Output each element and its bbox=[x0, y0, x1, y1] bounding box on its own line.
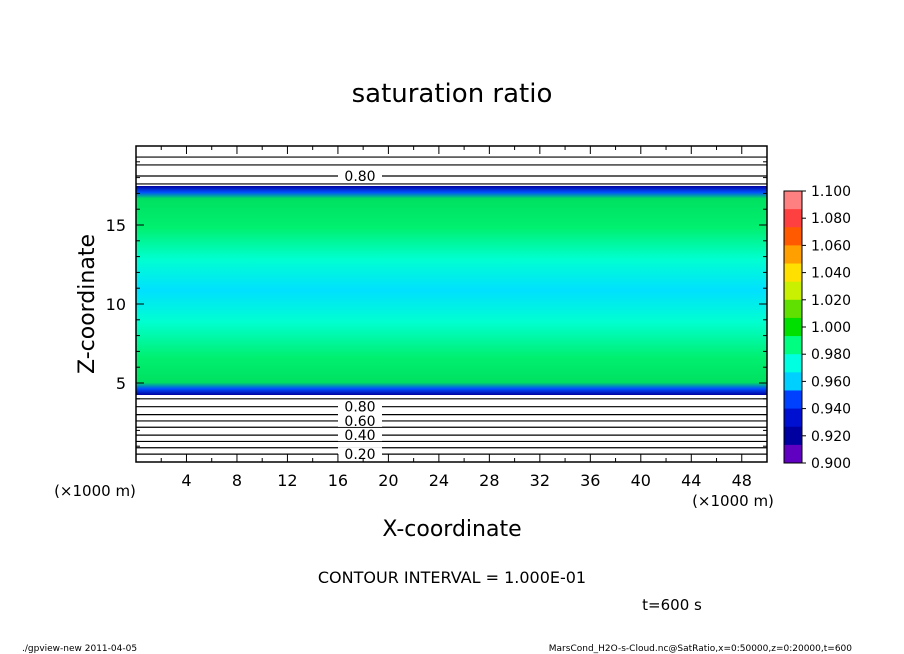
x-tick-label: 36 bbox=[580, 471, 600, 490]
colorbar-label: 1.040 bbox=[811, 266, 851, 282]
x-tick-label: 12 bbox=[277, 471, 297, 490]
colorbar-label: 0.940 bbox=[811, 402, 851, 418]
footer-left: ./gpview-new 2011-04-05 bbox=[22, 644, 137, 654]
colorbar-label: 1.000 bbox=[811, 320, 851, 336]
colorbar-swatch bbox=[784, 390, 802, 410]
colorbar-label: 1.060 bbox=[811, 238, 851, 254]
contour-label: 0.40 bbox=[344, 428, 375, 444]
colorbar-swatch bbox=[784, 426, 802, 446]
x-unit-label-right: (×1000 m) bbox=[692, 492, 774, 510]
colorbar-label: 1.080 bbox=[811, 211, 851, 227]
colorbar-swatch bbox=[784, 354, 802, 373]
colorbar-label: 0.960 bbox=[811, 374, 851, 390]
colorbar-swatch bbox=[784, 245, 802, 265]
colorbar-label: 0.920 bbox=[811, 429, 851, 445]
x-axis-ticks: 4 8 12 16 20 24 28 32 36 40 44 48 bbox=[160, 146, 768, 490]
colorbar-swatch bbox=[784, 191, 802, 210]
colorbar-swatch bbox=[784, 263, 802, 283]
x-tick-label: 4 bbox=[181, 471, 191, 490]
time-label: t=600 s bbox=[642, 596, 702, 614]
colorbar-swatch bbox=[784, 281, 802, 301]
footer-right: MarsCond_H2O-s-Cloud.nc@SatRatio,x=0:500… bbox=[549, 644, 852, 654]
contour-label-bg bbox=[338, 413, 382, 427]
colorbar-swatch bbox=[784, 299, 802, 319]
colorbar-swatch bbox=[784, 408, 802, 428]
colorbar-swatch bbox=[784, 372, 802, 391]
x-tick-label: 32 bbox=[530, 471, 550, 490]
x-tick-label: 20 bbox=[378, 471, 398, 490]
y-tick-label: 15 bbox=[106, 216, 126, 235]
y-tick-label: 5 bbox=[116, 374, 126, 393]
colorbar-label: 1.020 bbox=[811, 293, 851, 309]
contour-labels: 0.800.800.600.400.20 bbox=[338, 169, 382, 463]
colorbar-swatch bbox=[784, 336, 802, 355]
x-tick-label: 40 bbox=[631, 471, 651, 490]
colorbar-label: 0.900 bbox=[811, 456, 851, 472]
contour-label: 0.60 bbox=[344, 414, 375, 430]
y-tick-label: 10 bbox=[106, 295, 126, 314]
contour-label-bg bbox=[338, 169, 382, 183]
contour-label: 0.80 bbox=[344, 400, 375, 416]
x-tick-label: 48 bbox=[732, 471, 752, 490]
x-axis-label: X-coordinate bbox=[382, 517, 521, 542]
colorbar-swatch bbox=[784, 444, 802, 464]
y-axis-ticks: 5 10 15 bbox=[106, 161, 767, 447]
colorbar-swatch bbox=[784, 227, 802, 246]
y-axis-label: Z-coordinate bbox=[75, 234, 100, 374]
colorbar-label: 1.100 bbox=[811, 184, 851, 200]
contour-lines bbox=[136, 156, 767, 455]
x-tick-label: 28 bbox=[479, 471, 499, 490]
contour-label-bg bbox=[338, 428, 382, 442]
colorbar-swatch bbox=[784, 209, 802, 228]
contour-label: 0.80 bbox=[344, 169, 375, 185]
x-tick-label: 24 bbox=[429, 471, 449, 490]
x-unit-label-left: (×1000 m) bbox=[54, 482, 136, 500]
contour-label: 0.20 bbox=[344, 447, 375, 463]
contour-label-bg bbox=[338, 447, 382, 461]
chart-title: saturation ratio bbox=[352, 79, 553, 109]
colorbar-label: 0.980 bbox=[811, 347, 851, 363]
colorbar-swatch bbox=[784, 317, 802, 337]
contour-label-bg bbox=[338, 399, 382, 413]
contour-interval-text: CONTOUR INTERVAL = 1.000E-01 bbox=[318, 568, 586, 587]
saturation-field bbox=[136, 186, 767, 395]
colorbar: 1.100 1.080 1.060 1.040 1.020 1.000 0.980 0.960… bbox=[783, 184, 851, 472]
x-tick-label: 8 bbox=[232, 471, 242, 490]
x-tick-label: 44 bbox=[681, 471, 701, 490]
x-tick-label: 16 bbox=[328, 471, 348, 490]
